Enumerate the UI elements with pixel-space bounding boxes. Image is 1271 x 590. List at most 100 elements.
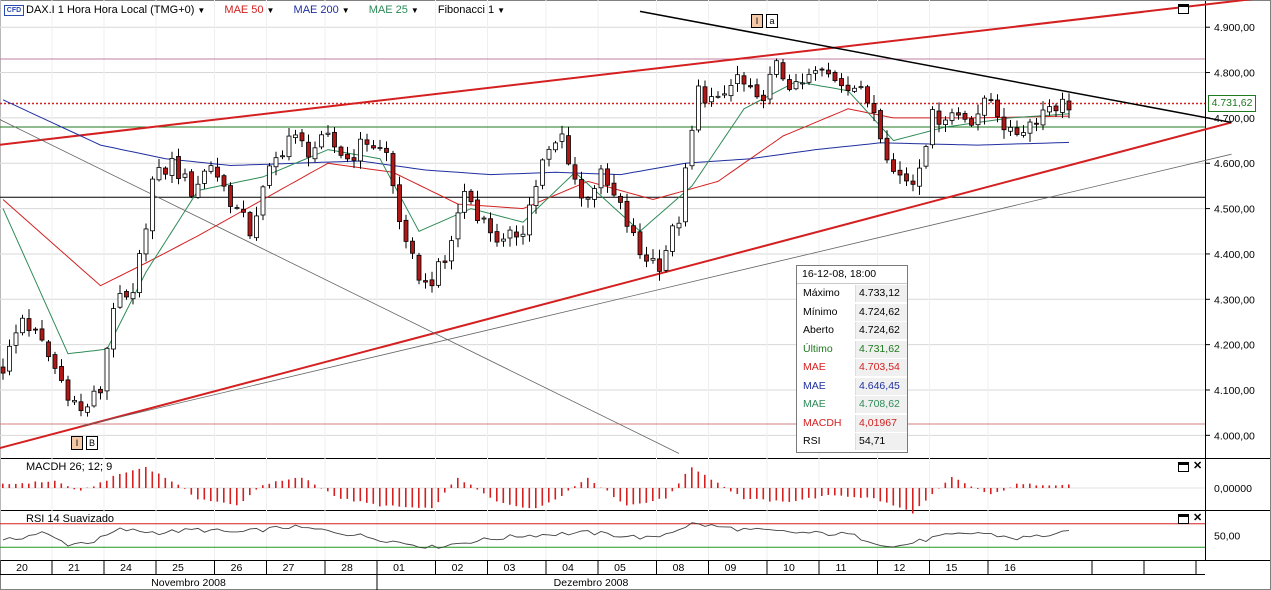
macd-bar: [626, 488, 628, 506]
info-row-key: Máximo: [803, 287, 840, 299]
info-row-key: MAE: [803, 361, 826, 373]
rsi-maximize-icon[interactable]: [1178, 514, 1189, 524]
macd-bar: [730, 488, 732, 492]
macd-bar: [502, 488, 505, 503]
macd-bar: [990, 488, 992, 495]
candle-body: [364, 139, 370, 145]
candle-body: [176, 156, 181, 179]
candle-body: [455, 212, 461, 240]
candle-body: [1034, 122, 1039, 125]
y-tick-label: 4.400,00: [1214, 249, 1255, 261]
macd-bar: [262, 485, 264, 488]
candle-body: [761, 94, 766, 102]
candle-body: [403, 219, 409, 242]
candle-body: [709, 96, 714, 103]
macd-bar: [216, 488, 219, 502]
macd-bar: [112, 475, 115, 488]
macd-bar: [580, 482, 583, 488]
info-box-title: 16-12-08, 18:00: [797, 266, 907, 284]
rsi-close-icon[interactable]: ✕: [1193, 512, 1203, 524]
indicator-mae200-label[interactable]: MAE 200: [293, 4, 339, 16]
indicator-mae50-label[interactable]: MAE 50: [224, 4, 264, 16]
candle-body: [273, 157, 279, 168]
candle-body: [826, 69, 831, 75]
y-tick-label: 4.100,00: [1214, 385, 1255, 397]
macd-bar: [307, 480, 310, 488]
macd-close-icon[interactable]: ✕: [1193, 460, 1203, 472]
candle-body: [936, 110, 942, 125]
candle-body: [98, 388, 103, 394]
candle-body: [384, 147, 389, 153]
macd-bar: [229, 488, 232, 505]
candle-body: [345, 153, 350, 160]
candle-body: [169, 158, 175, 176]
macd-bar: [1003, 488, 1005, 491]
macd-bar: [470, 484, 472, 488]
x-day-label: 01: [393, 562, 405, 574]
macd-panel-label[interactable]: MACDH 26; 12; 9: [26, 461, 113, 473]
candle-body: [975, 113, 981, 126]
macd-bar: [639, 488, 641, 504]
macd-bar: [372, 488, 375, 504]
indicator-mae25-label[interactable]: MAE 25: [368, 4, 408, 16]
candle-body: [1021, 132, 1026, 136]
x-day-label: 21: [68, 562, 80, 574]
macd-bar: [814, 488, 817, 499]
macd-bar: [223, 488, 225, 503]
macd-bar: [385, 488, 388, 506]
candle-body: [338, 146, 344, 156]
rsi-panel-label[interactable]: RSI 14 Suavizado: [26, 513, 115, 525]
candle-body: [91, 390, 97, 407]
macd-bar: [41, 482, 43, 488]
y-tick-label: 4.600,00: [1214, 158, 1255, 170]
macd-bar: [151, 471, 154, 488]
indicator-mae50-dropdown-icon[interactable]: ▼: [266, 6, 275, 15]
macd-bar: [840, 488, 843, 496]
indicator-mae200-dropdown-icon[interactable]: ▼: [341, 6, 350, 15]
candle-body: [637, 231, 643, 256]
candle-body: [774, 60, 779, 75]
info-row-value: 4.646,45: [855, 377, 907, 395]
macd-bar: [47, 481, 50, 488]
macd-bar: [710, 479, 713, 488]
macd-bar: [749, 488, 752, 500]
candle-body: [845, 84, 851, 92]
main-maximize-icon[interactable]: [1178, 4, 1189, 14]
indicator-fibonacci-label[interactable]: Fibonacci 1: [437, 4, 495, 16]
x-day-label: 24: [120, 562, 132, 574]
candle-body: [819, 68, 825, 71]
macd-bar: [158, 473, 160, 488]
candle-body: [501, 238, 506, 242]
instrument-dropdown-icon[interactable]: ▼: [197, 6, 206, 15]
macd-maximize-icon[interactable]: [1178, 462, 1189, 472]
info-row-value: 4.703,54: [855, 359, 907, 376]
candle-body: [39, 328, 45, 341]
macd-bar: [652, 488, 654, 502]
candle-body: [689, 129, 695, 167]
x-day-label: 28: [341, 562, 353, 574]
candle-body: [644, 254, 649, 262]
macd-bar: [80, 488, 82, 491]
macd-bar: [1029, 483, 1031, 488]
candle-body: [195, 183, 201, 198]
x-day-label: 05: [614, 562, 626, 574]
indicator-fibonacci-dropdown-icon[interactable]: ▼: [497, 6, 506, 15]
candle-body: [806, 73, 812, 83]
macd-bar: [567, 488, 570, 491]
y-tick-label: 4.800,00: [1214, 68, 1255, 80]
x-day-label: 27: [283, 562, 295, 574]
indicator-mae25-dropdown-icon[interactable]: ▼: [410, 6, 419, 15]
instrument-label[interactable]: DAX.I 1 Hora Hora Local (TMG+0): [26, 4, 195, 16]
macd-bar: [775, 488, 778, 501]
candle-body: [371, 145, 376, 149]
candle-body: [377, 147, 383, 149]
candle-body: [592, 188, 597, 200]
candle-body: [858, 86, 864, 89]
info-row: Máximo 4.733,12: [797, 284, 907, 303]
macd-bar: [346, 488, 349, 499]
candle-body: [618, 195, 623, 203]
candle-body: [865, 86, 870, 104]
candle-body: [949, 112, 955, 121]
macd-bar: [483, 488, 485, 494]
candle-body: [462, 191, 467, 213]
